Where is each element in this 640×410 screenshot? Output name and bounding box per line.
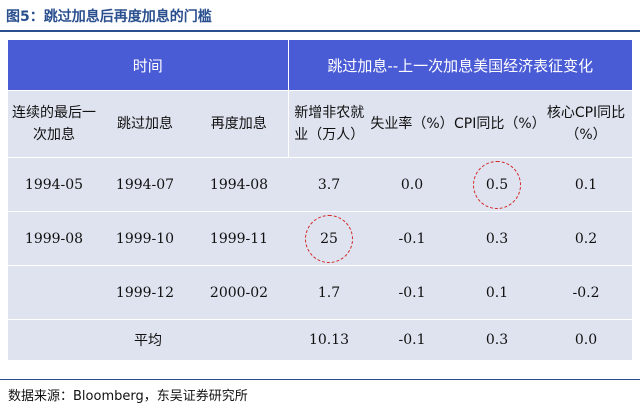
cell-cpi: 0.1	[454, 265, 540, 320]
source-note: 数据来源：Bloomberg，东吴证券研究所	[8, 389, 248, 404]
table-row: 1999-08 1999-10 1999-11 25 -0.1 0.3 0.2	[8, 211, 633, 266]
group-header-time: 时间	[8, 40, 288, 91]
cell-unemployment: -0.1	[370, 211, 454, 266]
cell-cpi: 0.5	[454, 157, 540, 212]
col-header-core-cpi: 核心CPI同比（%）	[540, 90, 633, 158]
cell-rehike: 2000-02	[190, 265, 288, 320]
data-table: 时间 跳过加息--上一次加息美国经济表征变化 连续的最后一次加息 跳过加息 再度…	[8, 40, 633, 361]
cell-rehike: 1999-11	[190, 211, 288, 266]
cell-payrolls: 3.7	[288, 157, 370, 212]
cell-core-cpi: -0.2	[540, 265, 633, 320]
column-header-row: 连续的最后一次加息 跳过加息 再度加息 新增非农就业（万人） 失业率（%） CP…	[8, 90, 633, 158]
cell-unemployment: 0.0	[370, 157, 454, 212]
group-header-change: 跳过加息--上一次加息美国经济表征变化	[287, 40, 633, 91]
col-header-payrolls: 新增非农就业（万人）	[287, 90, 370, 158]
table-row: 1999-12 2000-02 1.7 -0.1 0.1 -0.2	[8, 265, 633, 320]
avg-cpi: 0.3	[454, 319, 540, 361]
cell-last-hike: 1994-05	[8, 157, 100, 212]
col-header-rehike: 再度加息	[190, 90, 288, 158]
title-rule	[0, 30, 640, 32]
cell-last-hike: 1999-08	[8, 211, 100, 266]
average-label: 平均	[8, 319, 288, 361]
col-header-cpi: CPI同比（%）	[454, 90, 546, 158]
cell-skip: 1994-07	[100, 157, 190, 212]
group-header-row: 时间 跳过加息--上一次加息美国经济表征变化	[8, 40, 633, 91]
highlight-circle: 25	[305, 214, 353, 263]
cell-payrolls: 25	[288, 211, 370, 266]
source-rule	[0, 379, 640, 380]
cell-payrolls: 1.7	[288, 265, 370, 320]
col-header-skip: 跳过加息	[100, 90, 190, 158]
cell-skip: 1999-12	[100, 265, 190, 320]
cell-cpi: 0.3	[454, 211, 540, 266]
cell-last-hike	[8, 265, 100, 320]
cell-core-cpi: 0.1	[540, 157, 633, 212]
col-header-unemployment: 失业率（%）	[370, 90, 454, 158]
highlight-circle: 0.5	[473, 160, 521, 209]
figure-title: 图5：跳过加息后再度加息的门槛	[6, 9, 212, 25]
avg-core-cpi: 0.0	[540, 319, 633, 361]
cell-core-cpi: 0.2	[540, 211, 633, 266]
cell-unemployment: -0.1	[370, 265, 454, 320]
cell-rehike: 1994-08	[190, 157, 288, 212]
col-header-last-hike: 连续的最后一次加息	[8, 90, 100, 158]
average-row: 平均 10.13 -0.1 0.3 0.0	[8, 319, 633, 361]
cell-skip: 1999-10	[100, 211, 190, 266]
avg-payrolls: 10.13	[288, 319, 370, 361]
table-row: 1994-05 1994-07 1994-08 3.7 0.0 0.5 0.1	[8, 157, 633, 212]
avg-unemployment: -0.1	[370, 319, 454, 361]
